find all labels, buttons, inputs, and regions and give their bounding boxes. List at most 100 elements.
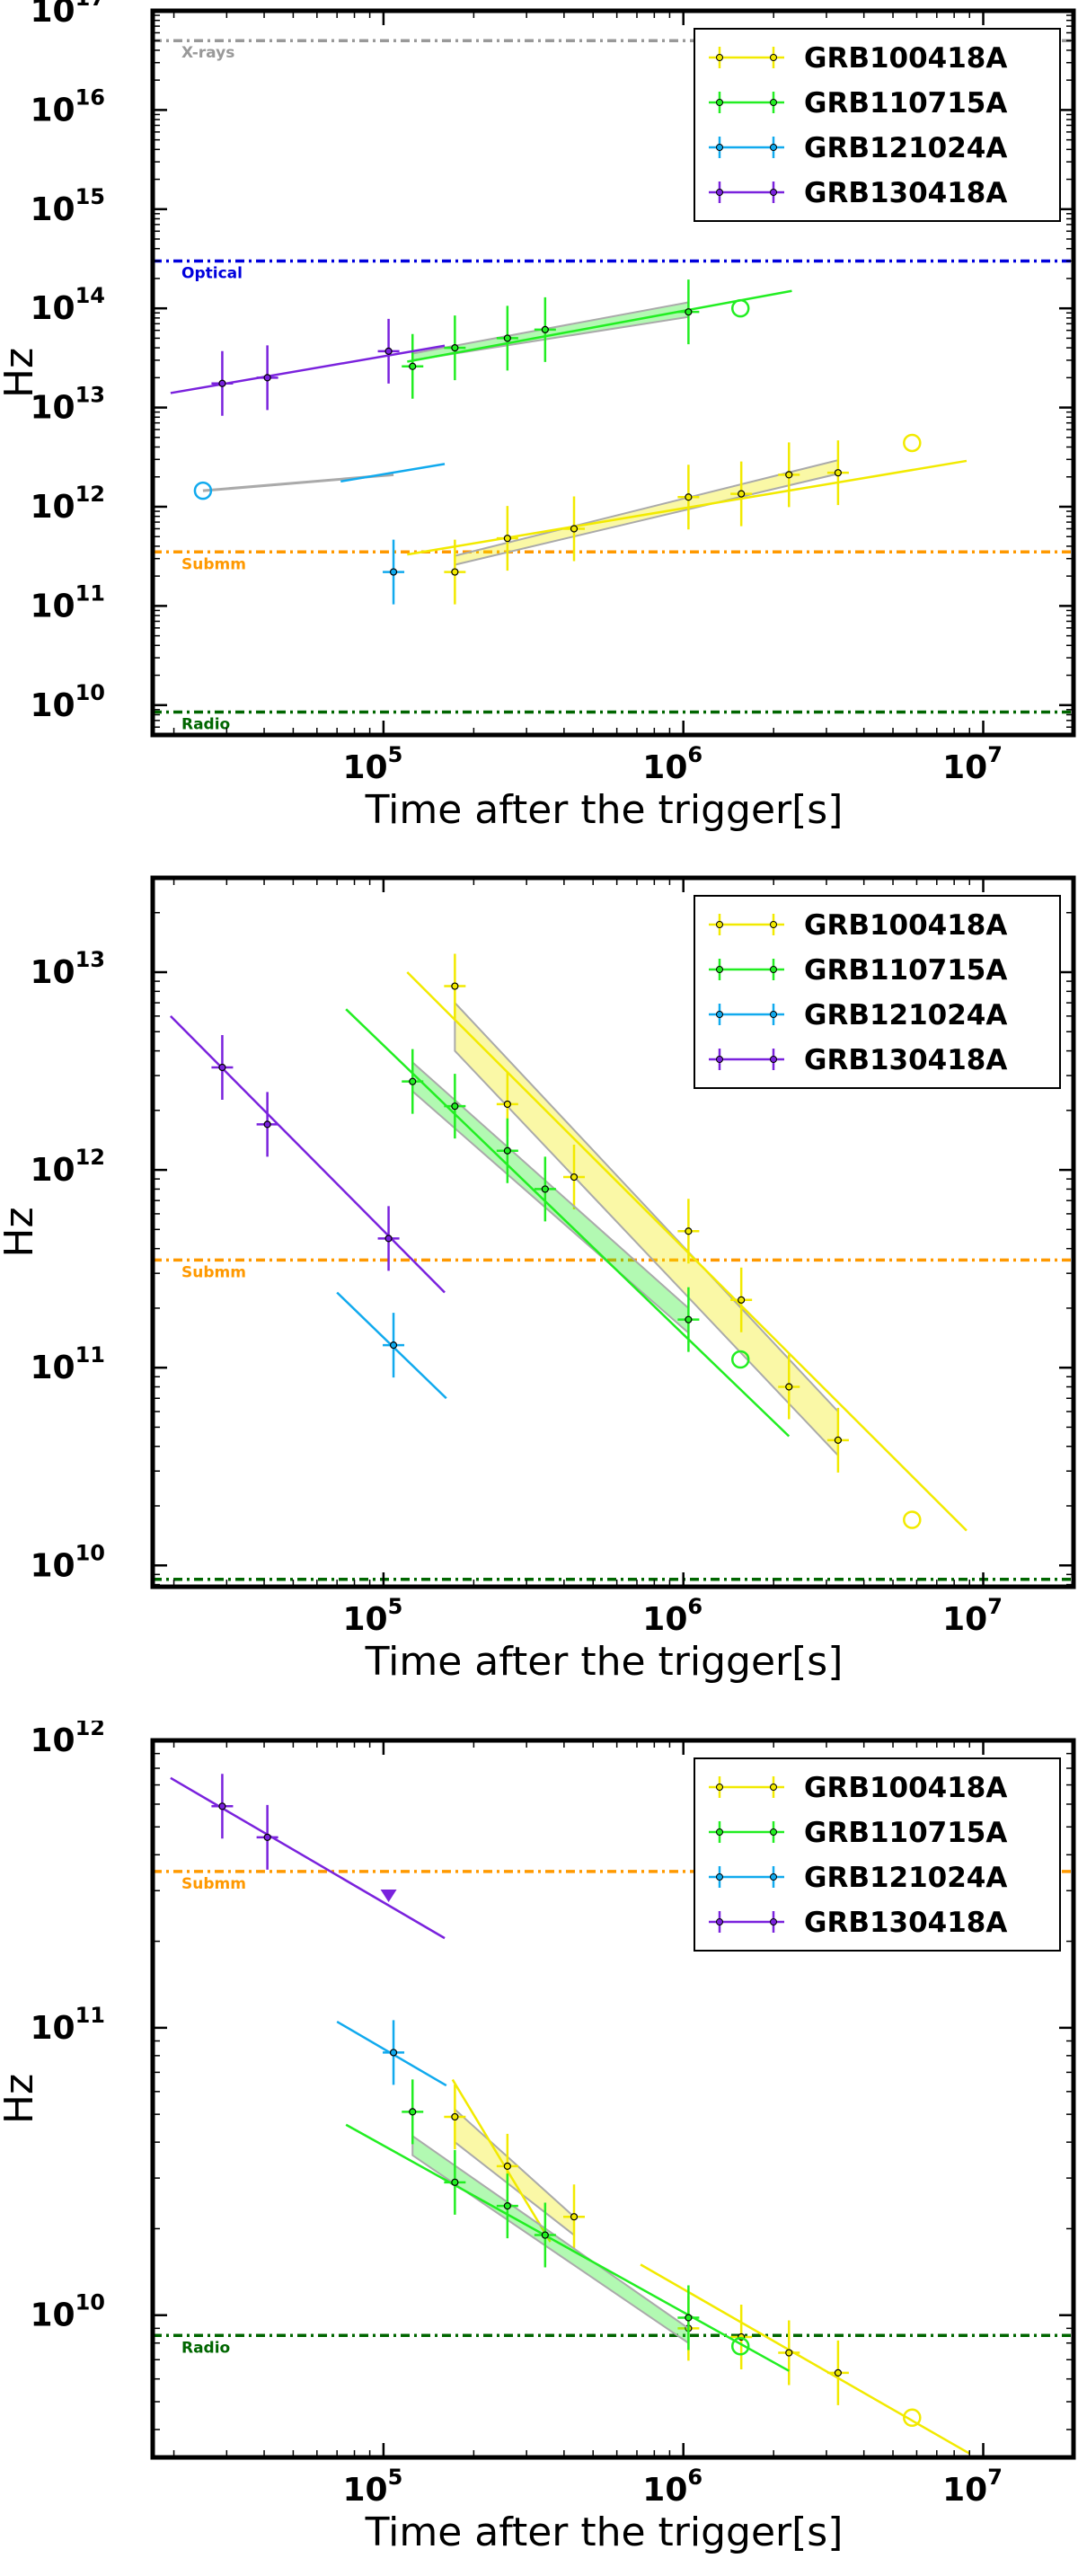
data-point xyxy=(496,305,518,371)
plot-frame xyxy=(150,8,1076,738)
legend-entry-grb130418a: GRB130418A xyxy=(709,177,1007,209)
series-grb121024a xyxy=(336,1291,447,1400)
legend-marker xyxy=(770,921,777,928)
legend-frame xyxy=(694,895,1061,1089)
legend: GRB100418A GRB110715A GRB121024A GRB130418A xyxy=(694,28,1061,222)
reference-label-optical: Optical xyxy=(181,265,243,283)
x-tick-label: 107 xyxy=(942,742,1003,786)
minor-ticks xyxy=(153,11,1074,735)
x-axis-label: Time after the trigger[s] xyxy=(365,1639,844,1685)
legend-entry-grb130418a: GRB130418A xyxy=(709,1044,1007,1076)
y-axis-label: Hz xyxy=(0,1207,42,1257)
marker xyxy=(785,2349,793,2357)
data-point xyxy=(211,1034,234,1100)
marker xyxy=(685,1227,693,1235)
y-tick-label: 1011 xyxy=(30,2003,105,2047)
x-tick-label: 107 xyxy=(942,2465,1003,2509)
data-point xyxy=(778,1354,800,1420)
data-point xyxy=(256,345,278,411)
marker xyxy=(738,1296,746,1304)
legend-marker xyxy=(770,1873,777,1881)
y-tick-label: 1017 xyxy=(30,0,105,30)
data-point xyxy=(534,297,556,362)
data-point xyxy=(444,2149,466,2215)
reference-label-radio: Radio xyxy=(181,2339,230,2357)
legend-frame xyxy=(694,1757,1061,1952)
data-point xyxy=(826,1407,849,1473)
legend-marker xyxy=(716,1011,723,1018)
data-point xyxy=(256,1804,278,1870)
marker xyxy=(451,2178,459,2186)
data-point xyxy=(677,1199,700,1264)
data-point xyxy=(444,953,466,1019)
marker xyxy=(503,535,511,543)
legend-label: GRB121024A xyxy=(804,1862,1007,1894)
legend-label: GRB100418A xyxy=(804,1772,1007,1804)
marker xyxy=(263,1833,271,1841)
minor-ticks xyxy=(153,878,1074,1587)
legend-marker xyxy=(716,189,723,196)
legend-marker xyxy=(770,189,777,196)
legend-marker xyxy=(716,144,723,151)
y-tick-label: 1015 xyxy=(30,184,105,228)
data-point xyxy=(444,539,466,605)
data-point xyxy=(730,461,753,527)
marker xyxy=(503,1100,511,1109)
marker xyxy=(451,982,459,990)
legend-label: GRB100418A xyxy=(804,42,1007,75)
legend-entry-grb100418a: GRB100418A xyxy=(709,909,1007,942)
data-point xyxy=(730,1267,753,1332)
open-point xyxy=(193,481,213,500)
marker xyxy=(785,1383,793,1391)
y-tick-label: 1011 xyxy=(30,1342,105,1386)
legend-marker xyxy=(716,1918,723,1925)
y-tick-label: 1011 xyxy=(30,580,105,624)
marker xyxy=(503,334,511,342)
data-point xyxy=(730,2304,753,2369)
marker xyxy=(541,1185,549,1193)
open-point xyxy=(730,1350,750,1369)
legend-entry-grb121024a: GRB121024A xyxy=(709,132,1007,164)
y-tick-label: 1012 xyxy=(30,482,105,526)
legend-label: GRB130418A xyxy=(804,1907,1007,1939)
y-axis-label: Hz xyxy=(0,348,42,398)
marker xyxy=(503,1146,511,1155)
legend-entry-grb110715a: GRB110715A xyxy=(709,87,1007,120)
series-grb121024a xyxy=(193,463,446,605)
legend: GRB100418A GRB110715A GRB121024A GRB130418A xyxy=(694,1757,1061,1952)
legend-marker xyxy=(770,1784,777,1791)
marker xyxy=(738,490,746,498)
legend-entry-grb100418a: GRB100418A xyxy=(709,1772,1007,1804)
marker xyxy=(384,1235,393,1243)
fit-line xyxy=(406,971,968,1532)
y-tick-label: 1016 xyxy=(30,84,105,128)
legend-marker xyxy=(716,1784,723,1791)
legend-label: GRB121024A xyxy=(804,999,1007,1031)
legend-entry-grb121024a: GRB121024A xyxy=(709,1862,1007,1894)
legend-entry-grb130418a: GRB130418A xyxy=(709,1907,1007,1939)
marker xyxy=(409,1077,417,1085)
series-grb130418a xyxy=(170,1774,446,1940)
x-tick-label: 106 xyxy=(642,2465,702,2509)
fit-line xyxy=(170,1776,446,1940)
data-point xyxy=(383,539,405,605)
reference-label-radio: Radio xyxy=(181,716,230,734)
legend-label: GRB121024A xyxy=(804,132,1007,164)
data-point xyxy=(534,2202,556,2268)
upper-limit-marker xyxy=(380,1889,397,1902)
x-tick-label: 106 xyxy=(642,742,702,786)
series-grb110715a xyxy=(345,1008,791,1438)
legend-marker xyxy=(716,1873,723,1881)
marker xyxy=(451,344,459,352)
marker xyxy=(570,2213,579,2221)
legend-marker xyxy=(716,921,723,928)
marker xyxy=(834,469,843,477)
chart-panel-3: Submm Radio 105 106 107 1010 1011 1012 Time afte… xyxy=(0,1721,1076,2555)
legend-entry-grb100418a: GRB100418A xyxy=(709,42,1007,75)
data-point xyxy=(377,1206,400,1271)
legend-marker xyxy=(770,1828,777,1836)
marker xyxy=(409,362,417,370)
legend-entry-grb121024a: GRB121024A xyxy=(709,999,1007,1031)
legend-marker xyxy=(770,99,777,106)
legend-marker xyxy=(716,1828,723,1836)
